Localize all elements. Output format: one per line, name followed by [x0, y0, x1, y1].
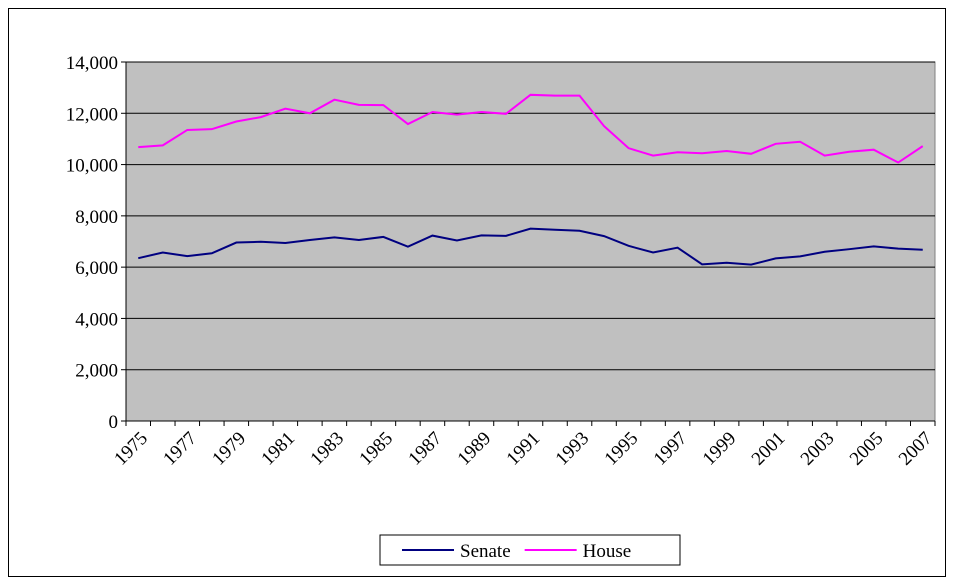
y-tick-label: 6,000 [75, 258, 118, 279]
y-tick-label: 14,000 [66, 53, 118, 74]
y-tick-label: 0 [109, 412, 119, 433]
y-tick-label: 4,000 [75, 309, 118, 330]
y-tick-label: 2,000 [75, 361, 118, 382]
legend-label: Senate [460, 541, 511, 562]
legend-label: House [583, 541, 632, 562]
y-tick-label: 8,000 [75, 207, 118, 228]
series-line [138, 93, 924, 164]
y-tick-label: 10,000 [66, 156, 118, 177]
series-line [138, 227, 923, 266]
y-tick-label: 12,000 [66, 104, 118, 125]
